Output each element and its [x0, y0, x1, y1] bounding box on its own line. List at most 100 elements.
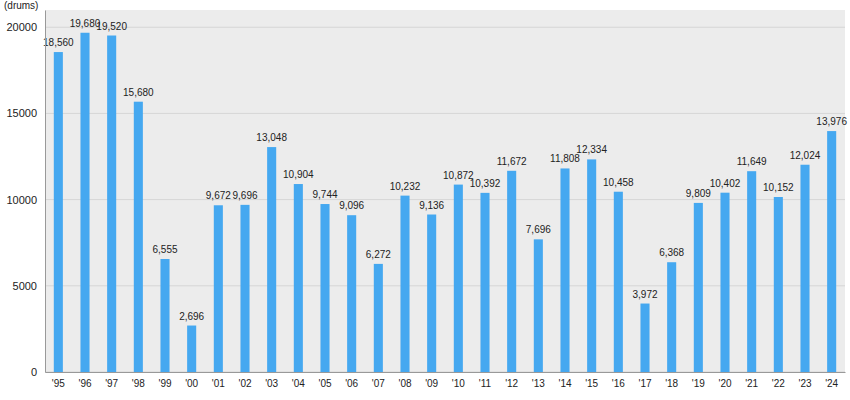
- plot-background: [45, 10, 845, 372]
- x-axis-line: [46, 372, 846, 373]
- x-tick-label: '97: [105, 378, 118, 389]
- bar: [640, 304, 649, 372]
- x-tick: '00: [185, 372, 198, 389]
- x-tick-label: '07: [372, 378, 385, 389]
- bar: [214, 205, 223, 372]
- bar: [107, 36, 116, 372]
- data-label: 9,696: [232, 190, 257, 201]
- x-tick-label: '16: [612, 378, 625, 389]
- bar: [614, 192, 623, 372]
- bar: [587, 159, 596, 372]
- x-tick: '22: [772, 372, 785, 389]
- data-label: 18,560: [43, 37, 74, 48]
- data-label: 12,024: [790, 150, 821, 161]
- bar: [134, 102, 143, 372]
- x-tick: '03: [265, 372, 278, 389]
- data-label: 6,272: [366, 249, 391, 260]
- x-tick: '97: [105, 372, 118, 389]
- data-label: 7,696: [526, 224, 551, 235]
- chart-svg: 18,56019,68019,52015,6806,5552,6969,6729…: [0, 0, 850, 400]
- x-axis: '95 '96 '97 '98 '99 '00 '01 '02 '03 '04 '05 '06 '07 '…: [46, 372, 846, 389]
- x-tick-label: '95: [52, 378, 65, 389]
- data-label: 9,809: [686, 188, 711, 199]
- data-label: 11,672: [497, 156, 527, 167]
- x-tick: '20: [718, 372, 731, 389]
- data-label: 10,392: [470, 178, 501, 189]
- bars: [54, 33, 836, 372]
- x-tick-label: '06: [345, 378, 358, 389]
- data-labels: 18,56019,68019,52015,6806,5552,6969,6729…: [43, 18, 847, 322]
- y-tick: 5000: [13, 280, 45, 292]
- x-tick: '05: [318, 372, 331, 389]
- x-tick-label: '24: [825, 378, 838, 389]
- x-tick: '98: [132, 372, 145, 389]
- x-tick-label: '18: [665, 378, 678, 389]
- x-tick: '08: [398, 372, 411, 389]
- y-tick: 15000: [6, 107, 45, 119]
- x-tick-label: '22: [772, 378, 785, 389]
- x-tick-label: '14: [558, 378, 571, 389]
- bar: [374, 264, 383, 372]
- bar: [80, 33, 89, 372]
- x-tick: '01: [212, 372, 225, 389]
- bar: [667, 262, 676, 372]
- x-tick-label: '00: [185, 378, 198, 389]
- x-tick: '07: [372, 372, 385, 389]
- bar: [427, 215, 436, 372]
- y-tick: 10000: [6, 194, 45, 206]
- data-label: 9,744: [312, 189, 337, 200]
- data-label: 10,152: [763, 182, 794, 193]
- bar: [347, 215, 356, 372]
- x-tick: '19: [692, 372, 705, 389]
- bar: [560, 168, 569, 372]
- y-tick-label: 20000: [6, 21, 37, 33]
- data-label: 11,649: [737, 156, 767, 167]
- y-tick: 20000: [6, 21, 45, 33]
- x-tick-label: '96: [78, 378, 91, 389]
- x-tick: '17: [638, 372, 651, 389]
- y-tick-label: 15000: [6, 107, 37, 119]
- x-tick: '14: [558, 372, 571, 389]
- data-label: 2,696: [179, 311, 204, 322]
- x-tick: '06: [345, 372, 358, 389]
- x-tick-label: '20: [718, 378, 731, 389]
- x-tick-label: '99: [158, 378, 171, 389]
- data-label: 3,972: [632, 289, 657, 300]
- x-tick-label: '02: [238, 378, 251, 389]
- data-label: 12,334: [576, 144, 607, 155]
- grid-line: [45, 27, 845, 28]
- x-tick-label: '10: [452, 378, 465, 389]
- y-axis-line: [45, 11, 46, 373]
- x-tick: '96: [78, 372, 91, 389]
- y-tick-label: 0: [31, 366, 37, 378]
- x-tick-label: '11: [479, 378, 492, 389]
- data-label: 9,672: [206, 190, 231, 201]
- y-tick-label: 10000: [6, 194, 37, 206]
- grid: [45, 27, 845, 372]
- bar: [774, 197, 783, 372]
- data-label: 6,555: [152, 244, 177, 255]
- x-tick-label: '23: [798, 378, 811, 389]
- x-tick-label: '08: [398, 378, 411, 389]
- x-tick: '02: [238, 372, 251, 389]
- data-label: 6,368: [659, 247, 684, 258]
- bar: [827, 131, 836, 372]
- x-tick: '13: [532, 372, 545, 389]
- x-tick: '12: [505, 372, 518, 389]
- x-tick-label: '04: [292, 378, 305, 389]
- bar: [747, 171, 756, 372]
- x-tick: '09: [425, 372, 438, 389]
- x-tick-label: '98: [132, 378, 145, 389]
- data-label: 9,136: [419, 200, 444, 211]
- data-label: 13,048: [256, 132, 287, 143]
- bar: [720, 193, 729, 372]
- bar: [240, 205, 249, 372]
- bar: [694, 203, 703, 372]
- x-tick-label: '12: [505, 378, 518, 389]
- x-tick: '23: [798, 372, 811, 389]
- x-tick: '24: [825, 372, 838, 389]
- data-label: 13,976: [816, 116, 847, 127]
- x-tick: '15: [585, 372, 598, 389]
- y-tick: 0: [31, 366, 45, 378]
- x-tick: '04: [292, 372, 305, 389]
